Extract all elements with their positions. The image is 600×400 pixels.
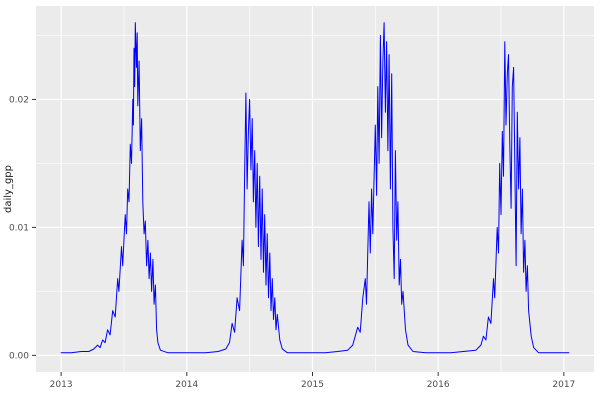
x-tick-label: 2013 [50, 380, 73, 390]
y-tick-labels: 0.00 0.01 0.02 [9, 95, 29, 361]
gpp-line [60, 22, 570, 354]
y-tick-label: 0.01 [9, 223, 29, 233]
x-tick-label: 2017 [552, 380, 575, 390]
x-tick-label: 2016 [427, 380, 450, 390]
grid-major [36, 6, 594, 372]
y-tick-label: 0.00 [9, 351, 29, 361]
axis-tick-marks [32, 98, 565, 376]
x-tick-label: 2014 [175, 380, 198, 390]
x-tick-labels: 2013 2014 2015 2016 2017 [50, 380, 576, 390]
series-line-group [60, 22, 570, 354]
y-axis-label: daily_gpp [3, 165, 14, 213]
y-tick-label: 0.02 [9, 95, 29, 105]
x-tick-label: 2015 [301, 380, 324, 390]
grid-minor [36, 6, 594, 372]
